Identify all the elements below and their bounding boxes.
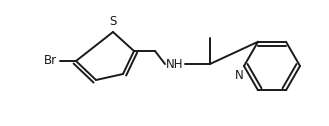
Text: NH: NH [166,57,184,71]
Text: Br: Br [43,55,57,68]
Text: N: N [235,69,243,82]
Text: S: S [109,15,117,28]
